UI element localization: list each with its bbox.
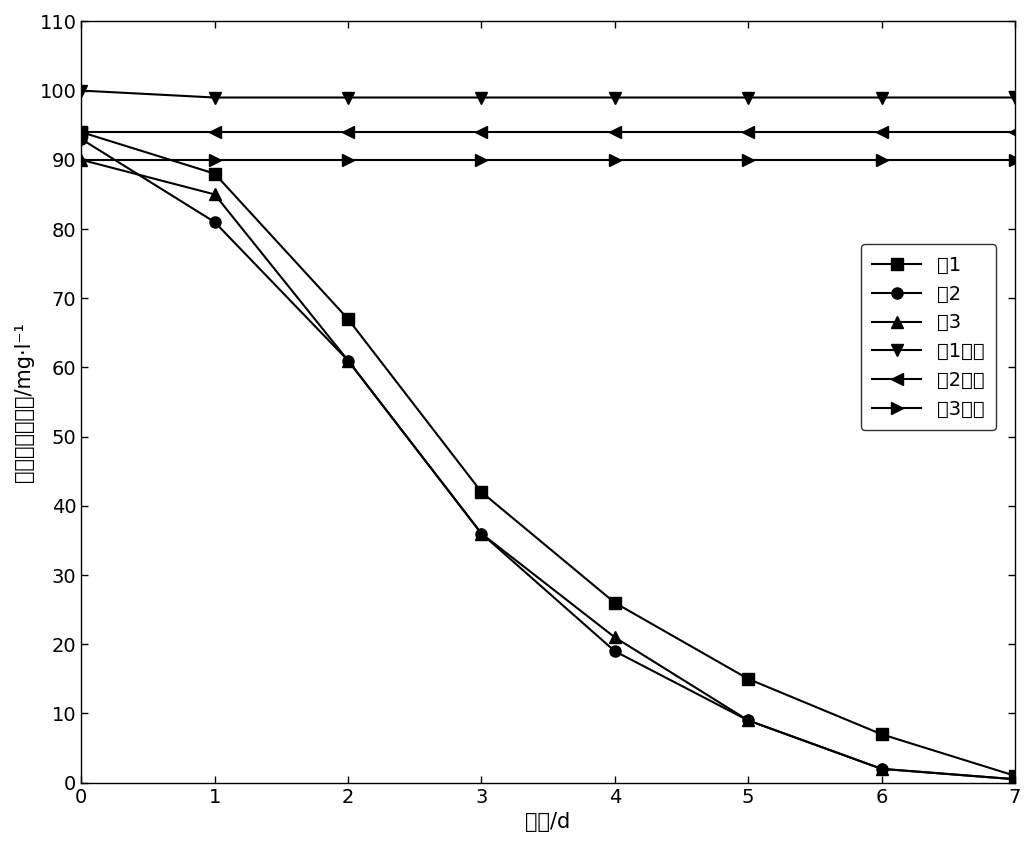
例1对照: [742, 92, 755, 102]
例3: [342, 355, 354, 365]
例2对照: [1009, 127, 1022, 137]
Line: 例2对照: 例2对照: [76, 126, 1022, 139]
例3: [742, 716, 755, 726]
例3对照: [342, 155, 354, 165]
例2: [76, 134, 88, 144]
例1对照: [609, 92, 621, 102]
例1: [475, 487, 487, 497]
例2: [475, 529, 487, 539]
Line: 例2: 例2: [76, 134, 1021, 785]
例1: [1009, 771, 1022, 781]
例2对照: [742, 127, 755, 137]
Line: 例1对照: 例1对照: [76, 85, 1022, 104]
例2: [742, 716, 755, 726]
例1对照: [342, 92, 354, 102]
例3: [876, 764, 888, 774]
例3对照: [475, 155, 487, 165]
例1: [208, 168, 220, 179]
例2: [609, 646, 621, 656]
例2对照: [342, 127, 354, 137]
例3: [1009, 774, 1022, 784]
例1对照: [876, 92, 888, 102]
例1: [876, 729, 888, 739]
Legend: 例1, 例2, 例3, 例1对照, 例2对照, 例3对照: 例1, 例2, 例3, 例1对照, 例2对照, 例3对照: [861, 244, 996, 431]
例2对照: [475, 127, 487, 137]
Y-axis label: 亚疄酸盐氮含量/mg·l⁻¹: 亚疄酸盐氮含量/mg·l⁻¹: [13, 322, 34, 482]
例3: [609, 632, 621, 642]
例2: [208, 217, 220, 228]
例2: [342, 355, 354, 365]
例1对照: [475, 92, 487, 102]
例2对照: [208, 127, 220, 137]
例1: [342, 314, 354, 324]
Line: 例1: 例1: [76, 127, 1021, 782]
例3: [475, 529, 487, 539]
例2: [1009, 774, 1022, 784]
Line: 例3对照: 例3对照: [76, 154, 1021, 165]
例1对照: [1009, 92, 1022, 102]
例3对照: [609, 155, 621, 165]
例2对照: [76, 127, 88, 137]
例1: [609, 597, 621, 607]
X-axis label: 时间/d: 时间/d: [526, 812, 570, 832]
例3: [76, 155, 88, 165]
例1对照: [208, 92, 220, 102]
例3对照: [1009, 155, 1022, 165]
例2: [876, 764, 888, 774]
例1: [76, 127, 88, 137]
例3对照: [76, 155, 88, 165]
例3: [208, 190, 220, 200]
例2对照: [876, 127, 888, 137]
例3对照: [876, 155, 888, 165]
例2对照: [609, 127, 621, 137]
例1: [742, 673, 755, 684]
Line: 例3: 例3: [76, 154, 1021, 785]
例1对照: [76, 85, 88, 96]
例3对照: [742, 155, 755, 165]
例3对照: [208, 155, 220, 165]
